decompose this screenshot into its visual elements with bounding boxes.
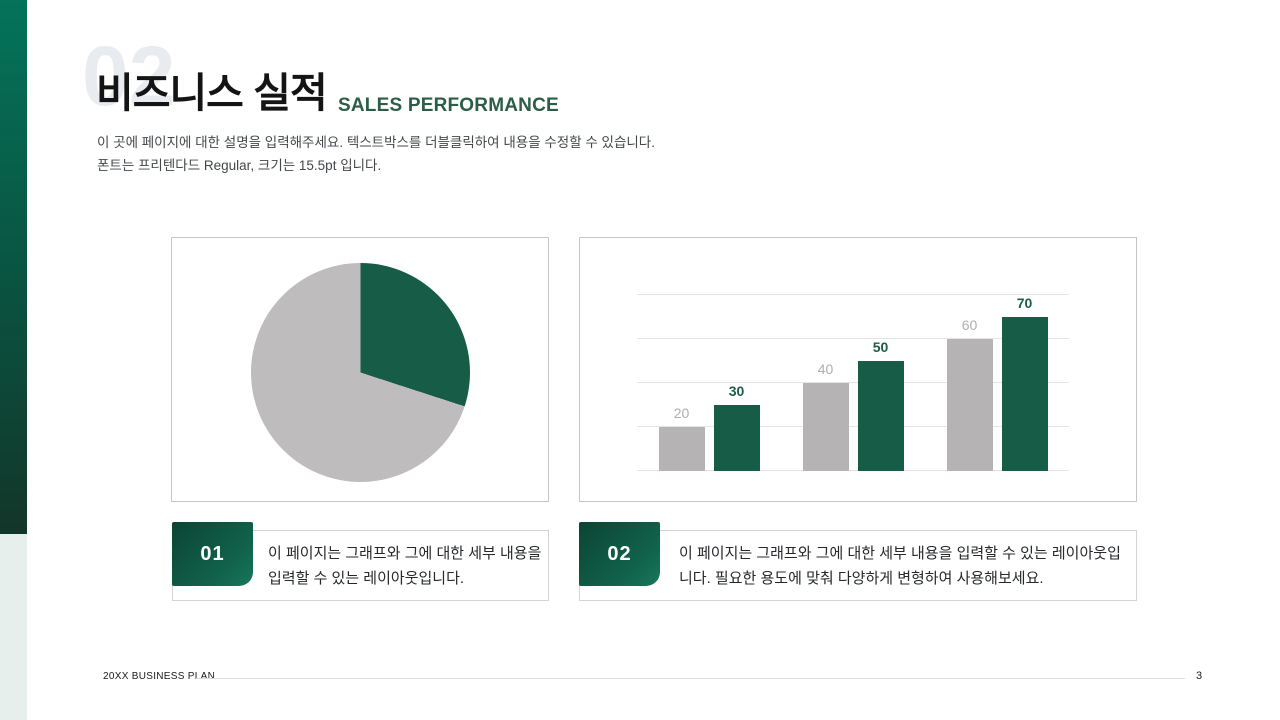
bar-value-label: 40: [817, 361, 834, 377]
left-accent-strip-bottom: [0, 534, 27, 720]
left-accent-strip: [0, 0, 27, 534]
caption-1-text: 이 페이지는 그래프와 그에 대한 세부 내용을 입력할 수 있는 레이아웃입니…: [268, 544, 542, 587]
bar-green: [713, 405, 760, 471]
bar-column-gray: 60: [946, 317, 993, 471]
bar-green: [857, 361, 904, 471]
section-number-watermark: 02: [82, 29, 176, 123]
bar-value-label: 20: [673, 405, 690, 421]
bar-groups: 20 30 40 50 60 70: [637, 295, 1069, 471]
page-number: 3: [1196, 670, 1203, 682]
bar-gray: [658, 427, 705, 471]
pie-chart-panel: [171, 237, 549, 502]
bar-value-label: 70: [1016, 295, 1033, 311]
caption-box-1: 01 이 페이지는 그래프와 그에 대한 세부 내용을 입력할 수 있는 레이아…: [172, 522, 549, 601]
bar-column-green: 30: [713, 383, 760, 471]
bar-value-label: 60: [961, 317, 978, 333]
bar-column-green: 50: [857, 339, 904, 471]
bar-group: 60 70: [946, 295, 1048, 471]
description-line-1: 이 곳에 페이지에 대한 설명을 입력해주세요. 텍스트박스를 더블클릭하여 내…: [97, 135, 655, 150]
gridline: [637, 294, 1069, 295]
bar-column-green: 70: [1001, 295, 1048, 471]
bar-value-label: 30: [728, 383, 745, 399]
bar-green: [1001, 317, 1048, 471]
gridline: [637, 470, 1069, 471]
caption-box-2: 02 이 페이지는 그래프와 그에 대한 세부 내용을 입력할 수 있는 레이아…: [579, 522, 1137, 601]
pie-chart: [251, 263, 470, 482]
bar-gray: [946, 339, 993, 471]
bar-chart-panel: 20 30 40 50 60 70: [579, 237, 1137, 502]
bar-plot: 20 30 40 50 60 70: [637, 294, 1069, 471]
bar-column-gray: 40: [802, 361, 849, 471]
gridline: [637, 338, 1069, 339]
bar-gray: [802, 383, 849, 471]
bar-column-gray: 20: [658, 405, 705, 471]
description-line-2: 폰트는 프리텐다드 Regular, 크기는 15.5pt 입니다.: [97, 157, 382, 173]
page-description: 이 곳에 페이지에 대한 설명을 입력해주세요. 텍스트박스를 더블클릭하여 내…: [97, 132, 655, 177]
gridline: [637, 382, 1069, 383]
footer-divider-line: [196, 678, 1185, 679]
bar-value-label: 50: [872, 339, 889, 355]
caption-1-number-badge: 01: [172, 522, 253, 586]
page-subtitle: SALES PERFORMANCE: [338, 95, 559, 116]
caption-2-text: 이 페이지는 그래프와 그에 대한 세부 내용을 입력할 수 있는 레이아웃입니…: [679, 544, 1121, 587]
bar-group: 20 30: [658, 383, 760, 471]
page-title: 비즈니스 실적: [96, 70, 328, 116]
gridline: [637, 426, 1069, 427]
footer-label: 20XX BUSINESS PLAN: [103, 671, 216, 682]
bar-group: 40 50: [802, 339, 904, 471]
caption-2-number-badge: 02: [579, 522, 660, 586]
